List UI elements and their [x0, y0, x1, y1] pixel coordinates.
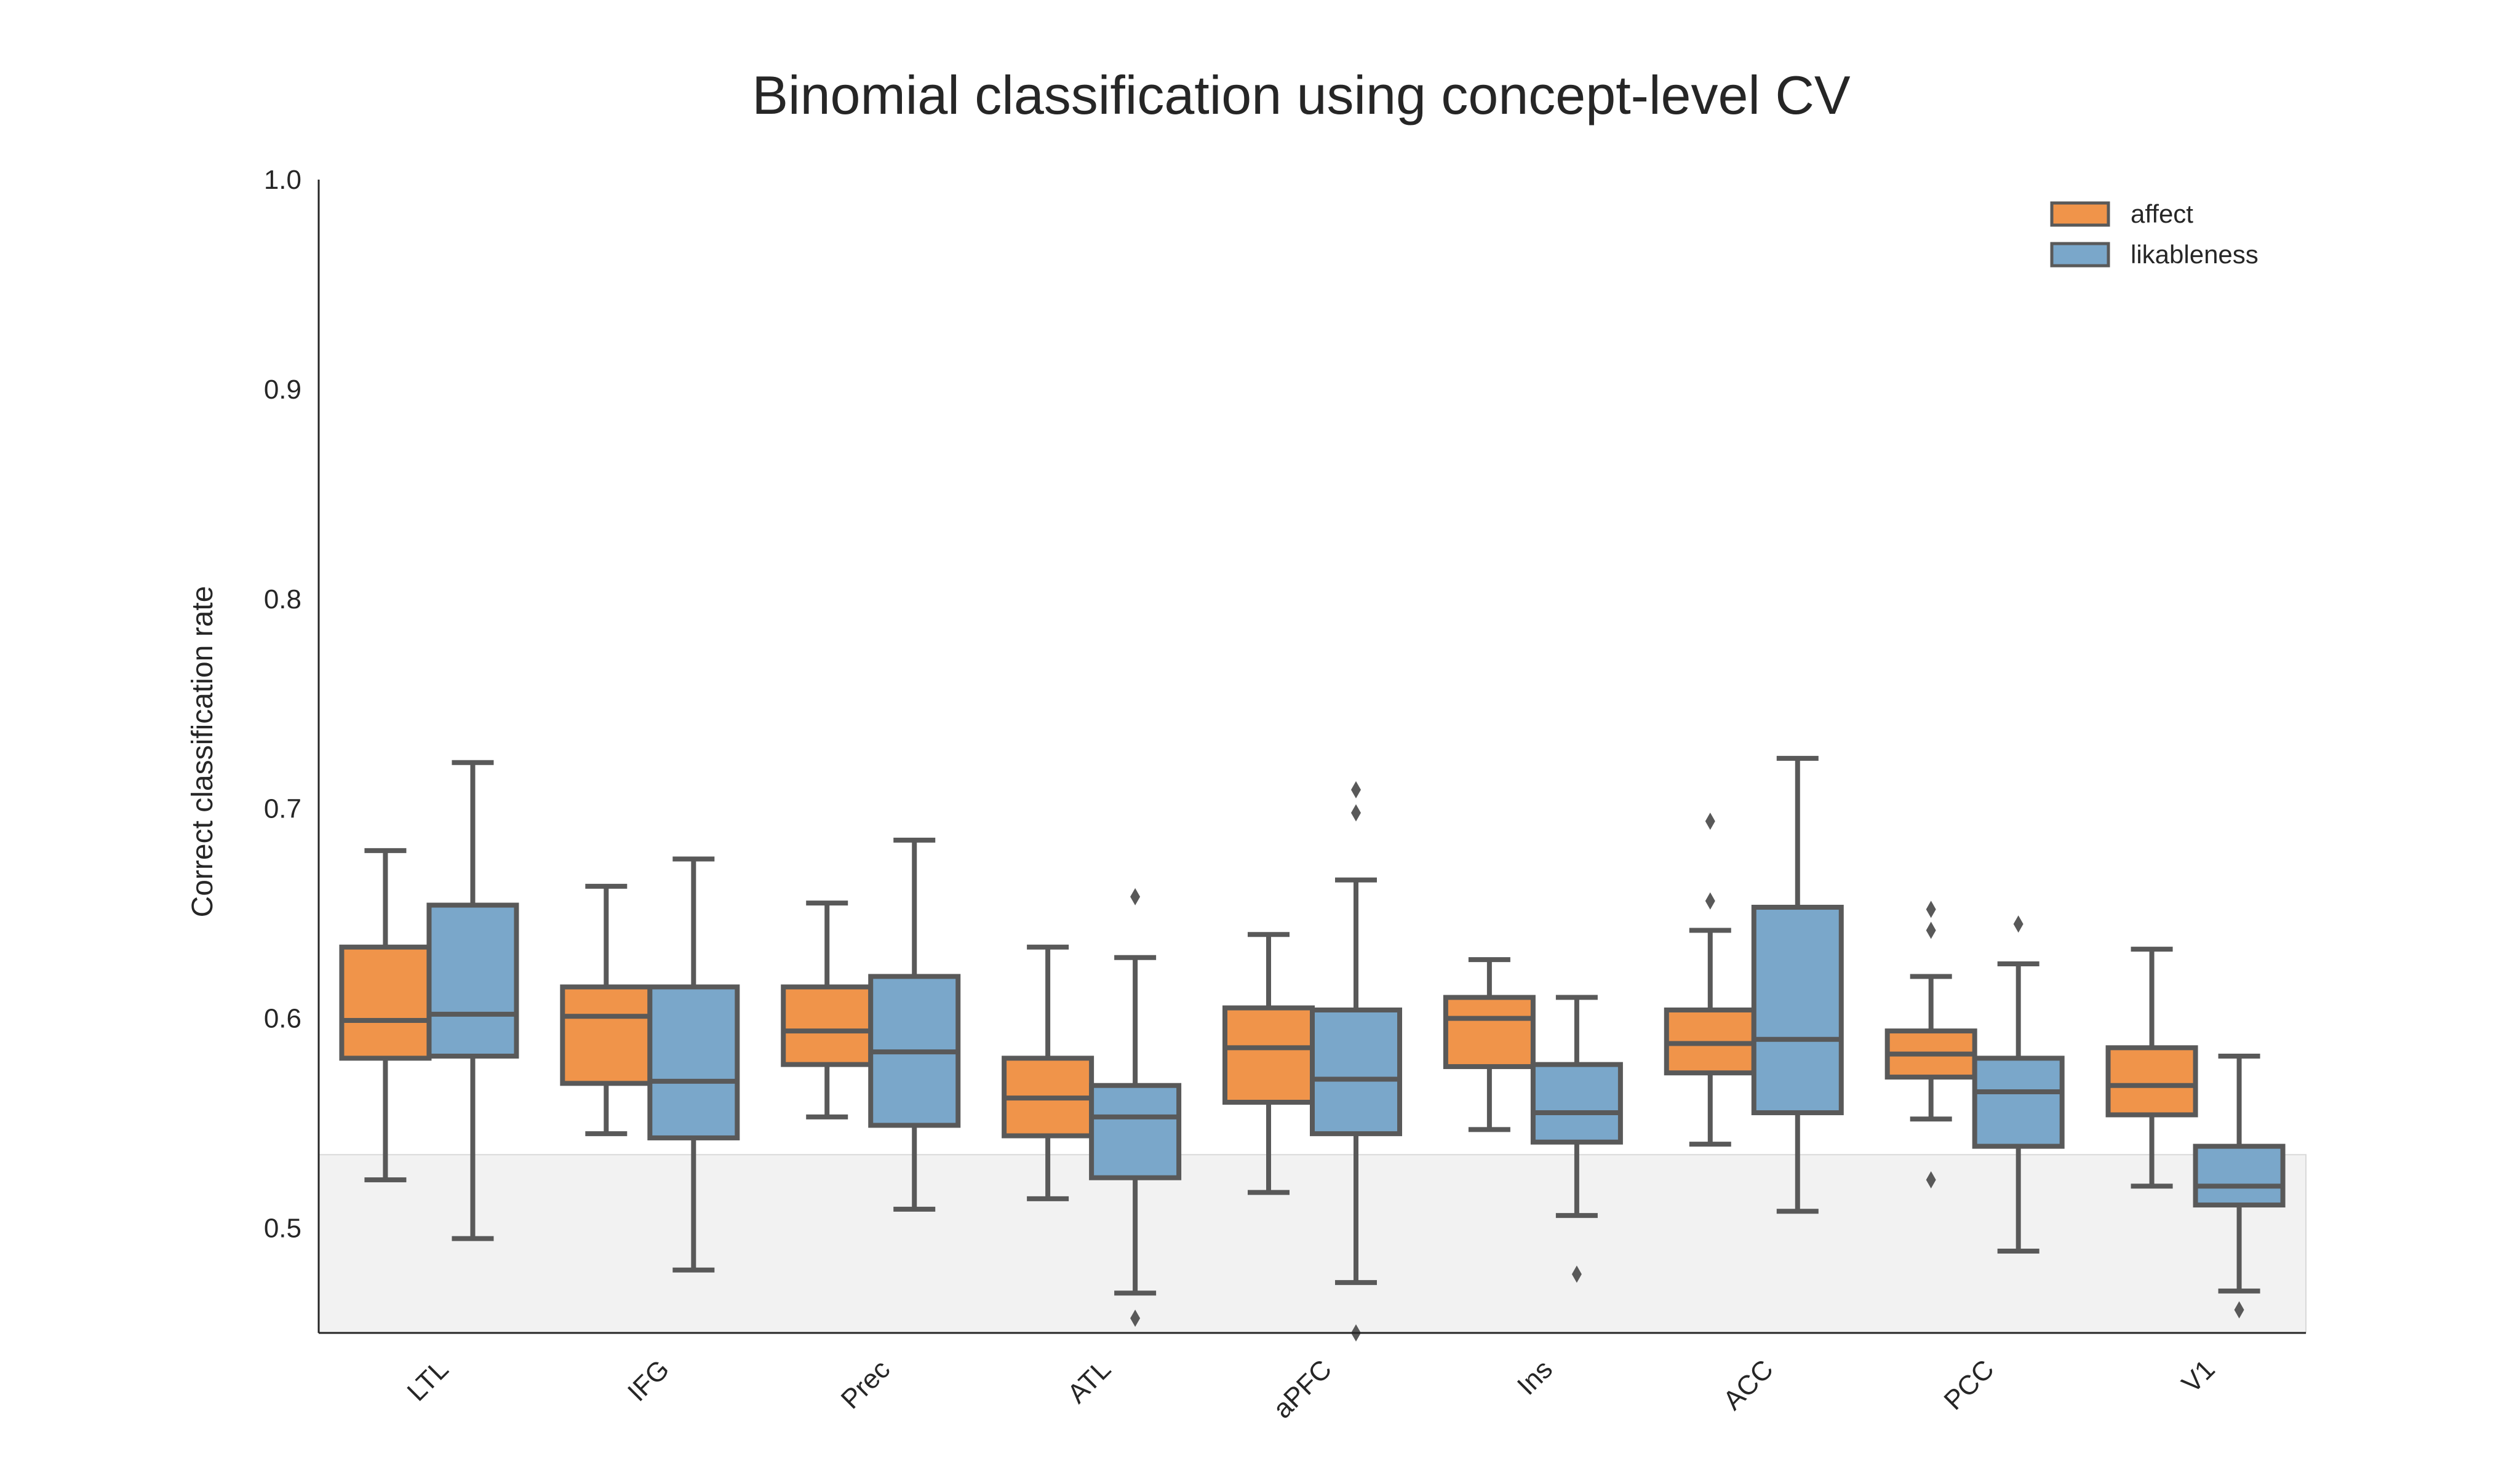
outlier-point: [1705, 813, 1715, 830]
y-tick-label: 0.9: [264, 375, 301, 405]
outlier-point: [1926, 901, 1936, 918]
box-body: [1972, 1056, 2065, 1149]
box-body: [339, 944, 432, 1061]
y-tick-label: 1.0: [264, 165, 301, 195]
outlier-point: [2234, 1301, 2244, 1319]
outlier-point: [1705, 892, 1715, 910]
box-likableness-Ins: [1530, 995, 1623, 1283]
box-body: [1443, 995, 1536, 1070]
outlier-point: [1130, 1310, 1141, 1327]
box-body: [2105, 1045, 2198, 1118]
box-affect-LTL: [339, 848, 432, 1183]
box-body: [2193, 1143, 2286, 1208]
box-likableness-LTL: [426, 760, 519, 1241]
box-affect-Prec: [781, 901, 874, 1119]
box-likableness-aPFC: [1310, 781, 1402, 1342]
box-body: [560, 984, 653, 1086]
outlier-point: [1351, 781, 1361, 799]
box-affect-ATL: [1002, 944, 1095, 1201]
box-affect-IFG: [560, 883, 653, 1137]
box-body: [1530, 1062, 1623, 1145]
box-body: [1222, 1005, 1315, 1105]
outlier-point: [1571, 1265, 1582, 1283]
y-tick-label: 0.8: [264, 584, 301, 614]
box-body: [781, 984, 874, 1067]
legend-swatch-affect: [2050, 201, 2110, 227]
box-body: [647, 984, 740, 1140]
box-body: [426, 902, 519, 1059]
box-likableness-V1: [2193, 1054, 2286, 1319]
box-likableness-Prec: [868, 837, 961, 1212]
legend: affect likableness: [2050, 199, 2259, 269]
box-affect-aPFC: [1222, 932, 1315, 1195]
chance-band: [318, 1154, 2307, 1334]
legend-swatch-likableness: [2050, 242, 2110, 268]
box-affect-PCC: [1884, 901, 1977, 1189]
y-axis-label: Correct classification rate: [186, 586, 219, 918]
box-affect-Ins: [1443, 957, 1536, 1132]
box-likableness-PCC: [1972, 915, 2065, 1254]
box-body: [1089, 1083, 1182, 1180]
legend-label-likableness: likableness: [2131, 240, 2259, 269]
y-tick-label: 0.5: [264, 1214, 301, 1244]
outlier-point: [1926, 921, 1936, 939]
legend-label-affect: affect: [2131, 199, 2193, 228]
chart-title: Binomial classification using concept-le…: [752, 65, 1851, 125]
outlier-point: [2013, 915, 2024, 933]
outlier-point: [1926, 1171, 1936, 1189]
y-tick-label: 0.7: [264, 794, 301, 824]
y-tick-label: 0.6: [264, 1004, 301, 1034]
outlier-point: [1130, 888, 1141, 905]
box-likableness-IFG: [647, 856, 740, 1273]
box-likableness-ATL: [1089, 888, 1182, 1327]
box-body: [1751, 904, 1844, 1116]
chance-band-layer: [318, 1154, 2307, 1334]
box-likableness-ACC: [1751, 755, 1844, 1214]
boxes-layer: [339, 755, 2286, 1342]
box-body: [1310, 1008, 1402, 1137]
outlier-point: [1351, 804, 1361, 822]
box-affect-ACC: [1664, 813, 1756, 1147]
box-affect-V1: [2105, 947, 2198, 1189]
